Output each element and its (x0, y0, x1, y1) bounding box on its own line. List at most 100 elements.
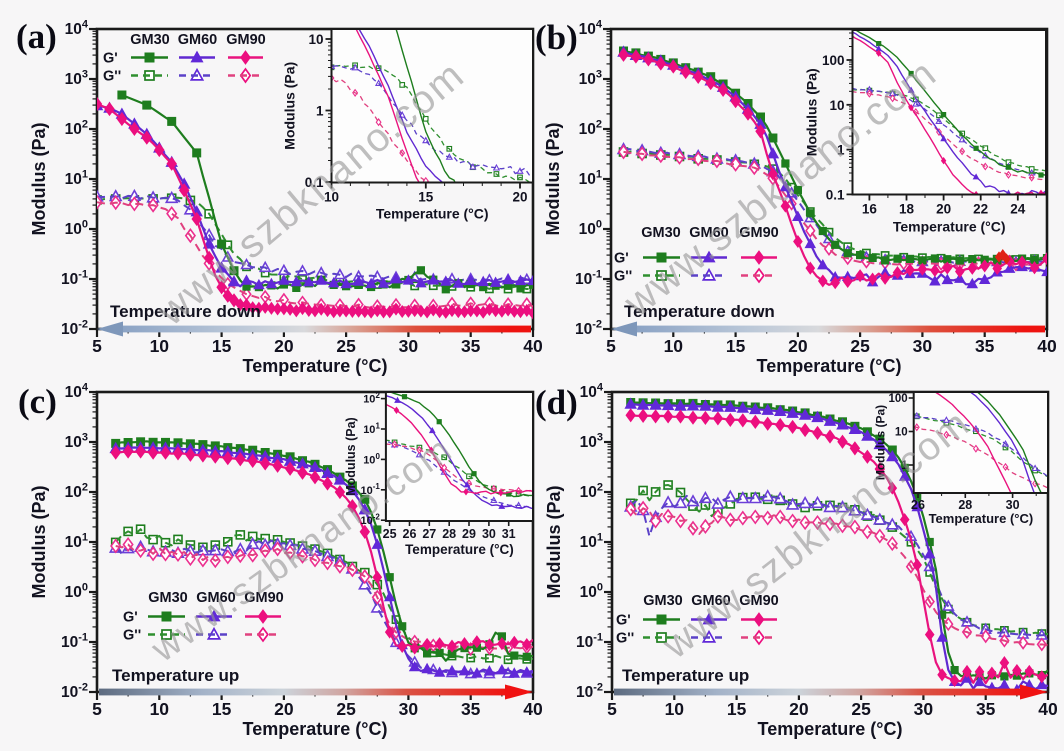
svg-text:GM60: GM60 (689, 225, 729, 241)
svg-text:Temperature down: Temperature down (110, 302, 261, 321)
svg-text:Modulus (Pa): Modulus (Pa) (344, 417, 358, 495)
svg-text:15: 15 (418, 190, 434, 205)
svg-text:0.1: 0.1 (826, 187, 845, 202)
svg-text:GM60: GM60 (691, 593, 731, 609)
svg-text:25: 25 (383, 527, 397, 541)
svg-text:5: 5 (607, 699, 617, 719)
svg-text:1: 1 (901, 460, 908, 472)
svg-text:1: 1 (316, 104, 324, 119)
svg-text:GM90: GM90 (739, 593, 779, 609)
svg-text:Temperature (°C): Temperature (°C) (376, 206, 489, 222)
svg-text:16: 16 (862, 202, 878, 217)
svg-text:25: 25 (851, 699, 871, 719)
svg-text:(a): (a) (16, 17, 57, 56)
svg-text:27: 27 (422, 527, 436, 541)
svg-text:GM30: GM30 (643, 593, 683, 609)
svg-text:Modulus (Pa): Modulus (Pa) (282, 62, 298, 150)
svg-text:10: 10 (150, 336, 170, 356)
svg-text:Temperature (°C): Temperature (°C) (893, 219, 1006, 235)
svg-text:15: 15 (726, 336, 746, 356)
svg-text:30: 30 (482, 527, 496, 541)
svg-text:30: 30 (399, 336, 419, 356)
svg-text:Temperature (°C): Temperature (°C) (243, 356, 388, 376)
svg-text:0.1: 0.1 (305, 175, 324, 190)
svg-text:Modulus (Pa): Modulus (Pa) (543, 123, 563, 236)
svg-text:31: 31 (502, 527, 516, 541)
svg-text:15: 15 (212, 699, 232, 719)
svg-text:Temperature (°C): Temperature (°C) (758, 719, 903, 739)
svg-text:GM90: GM90 (739, 225, 779, 241)
svg-text:20: 20 (274, 336, 294, 356)
svg-text:35: 35 (461, 699, 481, 719)
svg-text:GM30: GM30 (148, 590, 188, 606)
svg-text:G'': G'' (616, 631, 634, 647)
svg-text:10: 10 (665, 699, 685, 719)
svg-text:24: 24 (1010, 202, 1026, 217)
svg-text:20: 20 (274, 699, 294, 719)
svg-text:15: 15 (212, 336, 232, 356)
svg-text:G': G' (614, 251, 629, 267)
svg-text:G'': G'' (123, 628, 141, 644)
svg-text:10: 10 (895, 427, 908, 439)
svg-text:25: 25 (336, 336, 356, 356)
svg-text:30: 30 (1006, 498, 1020, 512)
svg-text:GM30: GM30 (130, 32, 170, 48)
svg-text:30: 30 (399, 699, 419, 719)
svg-text:28: 28 (958, 498, 972, 512)
svg-text:(c): (c) (18, 382, 57, 421)
svg-text:30: 30 (913, 336, 933, 356)
svg-text:Modulus (Pa): Modulus (Pa) (29, 486, 49, 599)
svg-text:GM90: GM90 (244, 590, 284, 606)
svg-text:26: 26 (911, 498, 925, 512)
svg-text:40: 40 (523, 336, 543, 356)
svg-text:1: 1 (837, 143, 845, 158)
svg-text:G': G' (616, 613, 631, 629)
svg-text:(d): (d) (535, 383, 578, 422)
svg-text:26: 26 (403, 527, 417, 541)
svg-text:18: 18 (899, 202, 915, 217)
svg-text:100: 100 (889, 393, 908, 405)
svg-text:40: 40 (1037, 336, 1057, 356)
svg-text:Temperature down: Temperature down (624, 302, 775, 321)
svg-text:10: 10 (324, 190, 339, 205)
svg-text:35: 35 (461, 336, 481, 356)
svg-text:29: 29 (462, 527, 476, 541)
svg-text:Temperature (°C): Temperature (°C) (929, 511, 1034, 526)
svg-text:35: 35 (976, 699, 996, 719)
svg-text:G'': G'' (103, 69, 121, 85)
svg-text:Temperature up: Temperature up (112, 666, 239, 685)
svg-text:10: 10 (664, 336, 684, 356)
svg-text:5: 5 (92, 699, 102, 719)
svg-text:22: 22 (973, 202, 988, 217)
svg-text:20: 20 (936, 202, 951, 217)
svg-text:35: 35 (975, 336, 995, 356)
svg-text:GM90: GM90 (226, 32, 266, 48)
svg-text:GM60: GM60 (178, 32, 218, 48)
svg-text:100: 100 (822, 53, 845, 68)
svg-text:20: 20 (788, 336, 808, 356)
svg-text:(b): (b) (535, 18, 578, 57)
svg-text:40: 40 (523, 699, 543, 719)
svg-text:Modulus (Pa): Modulus (Pa) (544, 486, 564, 599)
svg-text:25: 25 (336, 699, 356, 719)
svg-text:40: 40 (1038, 699, 1058, 719)
svg-text:30: 30 (914, 699, 934, 719)
svg-text:Temperature (°C): Temperature (°C) (243, 719, 388, 739)
svg-text:Modulus (Pa): Modulus (Pa) (874, 405, 888, 480)
svg-text:10: 10 (829, 98, 844, 113)
svg-text:Temperature up: Temperature up (622, 666, 749, 685)
svg-text:5: 5 (606, 336, 616, 356)
svg-text:25: 25 (850, 336, 870, 356)
svg-text:Modulus (Pa): Modulus (Pa) (803, 68, 819, 156)
svg-text:Temperature (°C): Temperature (°C) (757, 356, 902, 376)
svg-text:15: 15 (727, 699, 747, 719)
svg-text:G'': G'' (614, 269, 632, 285)
svg-text:GM60: GM60 (196, 590, 236, 606)
svg-text:20: 20 (512, 190, 527, 205)
svg-text:G': G' (123, 610, 138, 626)
svg-text:Temperature (°C): Temperature (°C) (405, 542, 514, 557)
svg-text:G': G' (103, 51, 118, 67)
svg-text:5: 5 (92, 336, 102, 356)
svg-text:10: 10 (308, 32, 323, 47)
svg-text:28: 28 (442, 527, 456, 541)
